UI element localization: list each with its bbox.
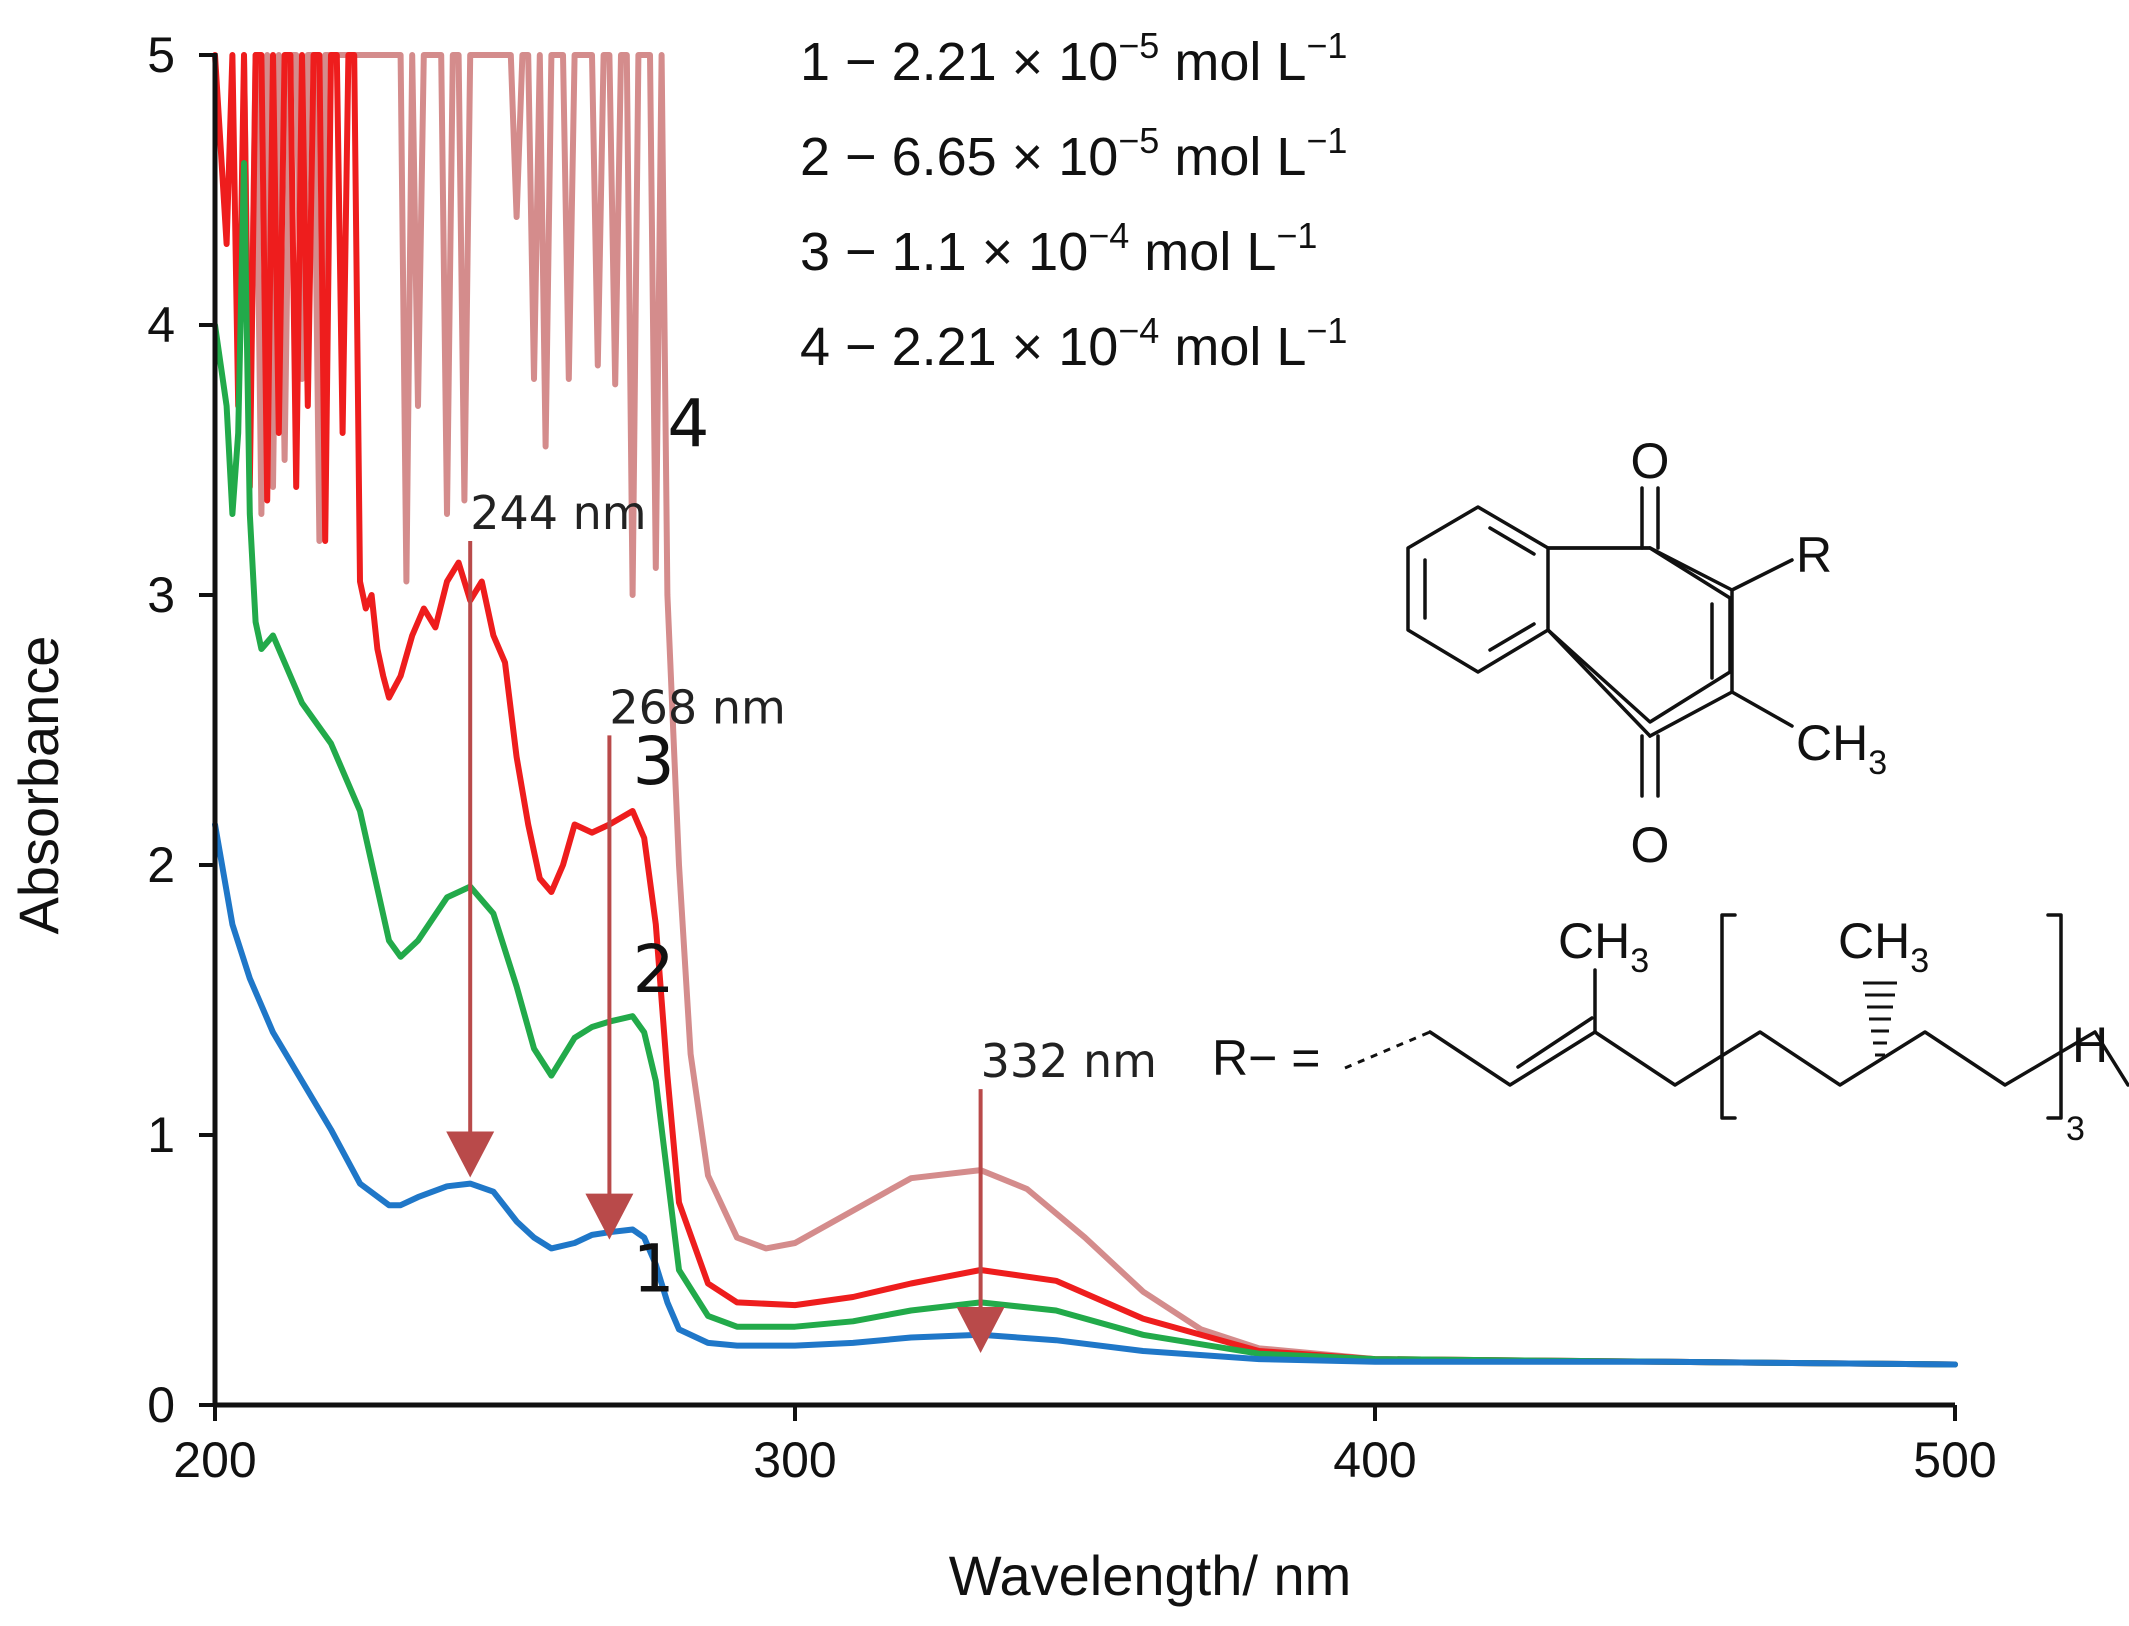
y-tick-label-4: 4: [147, 297, 175, 353]
benzene-inner-bond-3: [1488, 622, 1536, 652]
chain-double-bond: [1516, 1016, 1594, 1069]
annotation-label-244: 244 nm: [470, 486, 646, 540]
legend-entry-1-part: mol L: [1159, 32, 1306, 92]
chain-methyl-2-sub: 3: [1910, 942, 1929, 980]
benzene-ring-bonds: [1406, 505, 1550, 674]
curve-labels-layer: 1 2 3 4: [633, 386, 710, 1308]
quinone-ring-c4c4a: [1546, 628, 1652, 738]
chain-methyl-2-label: CH3: [1838, 913, 1929, 980]
annotation-label-332: 332 nm: [981, 1034, 1157, 1088]
oxygen-bottom-label: O: [1631, 817, 1670, 873]
legend-entry-3-part: 3 − 1.1 × 10: [800, 222, 1088, 282]
y-tick-label-1: 1: [147, 1107, 175, 1163]
axes-layer: 0 1 2 3 4 5 200 300 400 500: [147, 27, 1997, 1488]
x-tick-label-200: 200: [173, 1432, 256, 1488]
naphthoquinone-ring: [1406, 486, 1794, 798]
legend-entry-2-part: −5: [1118, 120, 1159, 161]
benzene-inner-bond-1: [1488, 526, 1536, 556]
quinone-ring-c3c4: [1648, 690, 1734, 738]
legend-entry-4-part: mol L: [1159, 317, 1306, 377]
chain-methyl-2-ch: CH: [1838, 913, 1910, 969]
series-3-line: [212, 52, 1958, 1368]
phytyl-chain: [1344, 968, 2129, 1087]
x-tick-label-300: 300: [753, 1432, 836, 1488]
r-group-label: R: [1796, 527, 1832, 583]
y-tick-label-5: 5: [147, 27, 175, 83]
chain-methyl-1-label: CH3: [1558, 913, 1649, 980]
annotation-label-268: 268 nm: [609, 680, 785, 734]
legend-entry-3-part: mol L: [1129, 222, 1276, 282]
bracket-right: [2046, 913, 2063, 1120]
curve-label-4: 4: [667, 386, 709, 463]
terminal-h-label: H: [2072, 1017, 2108, 1073]
legend-entry-2: 2 − 6.65 × 10−5 mol L−1: [800, 120, 1347, 187]
peak-annotations-layer: 244 nm 268 nm 332 nm: [446, 486, 1157, 1353]
legend-entry-3-part: −4: [1088, 215, 1129, 256]
bracket-left: [1720, 913, 1737, 1120]
curve-label-1: 1: [633, 1231, 675, 1308]
chain-methyl-1-ch: CH: [1558, 913, 1630, 969]
y-tick-label-0: 0: [147, 1377, 175, 1433]
curve-label-3: 3: [633, 723, 675, 800]
chain-methyl-2-wedge: [1863, 981, 1897, 1057]
r-definition-label: R− =: [1212, 1030, 1320, 1086]
r-bond: [1730, 558, 1794, 592]
chain-methyl-1-sub: 3: [1630, 942, 1649, 980]
legend-entry-2-part: mol L: [1159, 127, 1306, 187]
y-tick-label-2: 2: [147, 837, 175, 893]
legend-entry-3-part: −1: [1276, 215, 1317, 256]
series-2-line: [212, 160, 1958, 1368]
legend-entry-4-part: −4: [1118, 310, 1159, 351]
legend-entry-2-part: 2 − 6.65 × 10: [800, 127, 1118, 187]
x-tick-label-400: 400: [1333, 1432, 1416, 1488]
quinone-ring-right: [1648, 546, 1734, 592]
chemical-structure: O O R CH3 R− = CH3 CH3 H 3: [1212, 433, 2129, 1148]
x-axis-title: Wavelength/ nm: [949, 1544, 1352, 1607]
legend-entry-1-part: −5: [1118, 25, 1159, 66]
series-1-line: [212, 821, 1958, 1368]
x-tick-label-500: 500: [1913, 1432, 1996, 1488]
legend-entry-1-part: −1: [1306, 25, 1347, 66]
legend-entry-4-part: 4 − 2.21 × 10: [800, 317, 1118, 377]
ring-methyl-ch: CH: [1796, 715, 1868, 771]
oxygen-top-label: O: [1631, 433, 1670, 489]
ring-methyl-label: CH3: [1796, 715, 1887, 782]
legend-entry-1: 1 − 2.21 × 10−5 mol L−1: [800, 25, 1347, 92]
chain-dashed-attach: [1344, 1030, 1431, 1070]
legend-entry-4-part: −1: [1306, 310, 1347, 351]
legend-entry-4: 4 − 2.21 × 10−4 mol L−1: [800, 310, 1347, 377]
series-layer: [212, 52, 1958, 1368]
ring-methyl-sub: 3: [1868, 744, 1887, 782]
repeat-count-label: 3: [2066, 1110, 2085, 1148]
annotation-arrow-332-head: [956, 1307, 1005, 1353]
y-tick-label-3: 3: [147, 567, 175, 623]
annotation-arrow-268-head: [585, 1193, 634, 1240]
legend-entry-2-part: −1: [1306, 120, 1347, 161]
chain-backbone: [1428, 1030, 2129, 1087]
y-axis-title: Absorbance: [7, 636, 70, 935]
curve-label-2: 2: [633, 931, 675, 1008]
legend: 1 − 2.21 × 10−5 mol L−12 − 6.65 × 10−5 m…: [800, 25, 1347, 377]
methyl-bond: [1730, 690, 1794, 728]
legend-entry-1-part: 1 − 2.21 × 10: [800, 32, 1118, 92]
legend-entry-3: 3 − 1.1 × 10−4 mol L−1: [800, 215, 1317, 282]
annotation-arrow-244-head: [446, 1131, 495, 1178]
